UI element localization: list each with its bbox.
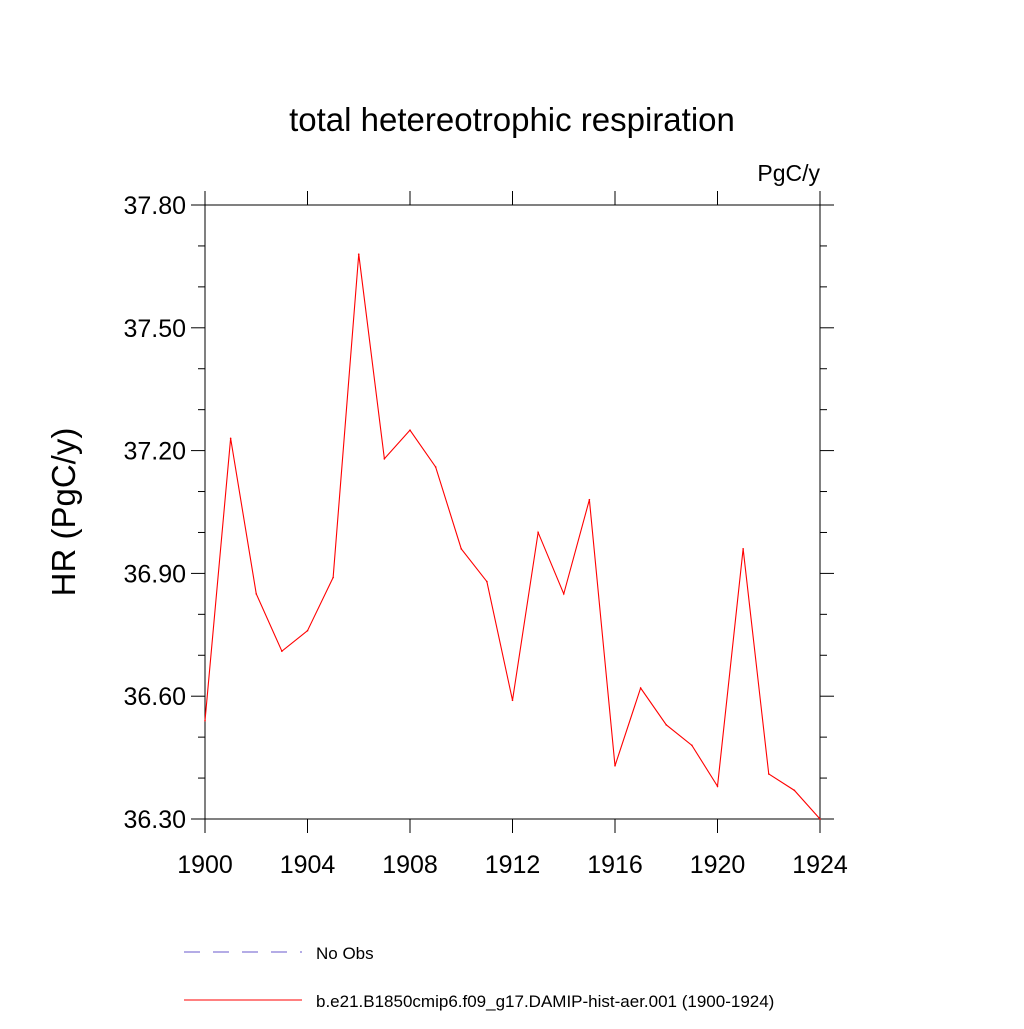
x-tick-label: 1916: [587, 851, 643, 879]
x-tick-label: 1920: [690, 851, 746, 879]
data-point: [691, 744, 693, 747]
data-point: [357, 253, 360, 255]
legend-label: No Obs: [316, 944, 374, 963]
data-point: [332, 576, 334, 579]
data-point: [716, 785, 719, 788]
data-point: [255, 593, 258, 595]
data-point: [819, 818, 821, 820]
data-point: [665, 724, 668, 726]
x-tick-label: 1904: [280, 851, 336, 879]
data-point: [793, 789, 796, 792]
x-tick-label: 1924: [792, 851, 848, 879]
data-point: [742, 548, 744, 550]
data-point: [383, 457, 386, 460]
data-point: [409, 429, 411, 431]
data-point: [486, 580, 488, 583]
chart-title: total hetereotrophic respiration: [289, 101, 735, 138]
data-point: [460, 548, 463, 550]
x-tick-label: 1900: [177, 851, 233, 879]
units-label: PgC/y: [757, 160, 820, 186]
plot-frame: [204, 204, 821, 820]
data-point: [281, 650, 283, 652]
axes: [204, 204, 821, 820]
y-tick-label: 37.80: [123, 192, 186, 220]
ticks: 36.30 36.60 36.90 37.20 37.50 37.80 1900 1904 19…: [123, 191, 848, 879]
legend-label: b.e21.B1850cmip6.f09_g17.DAMIP-hist-aer.…: [316, 992, 774, 1011]
data-point: [204, 719, 206, 722]
legend: No Obs b.e21.B1850cmip6.f09_g17.DAMIP-his…: [184, 944, 774, 1011]
y-axis-label: HR (PgC/y): [45, 428, 82, 597]
series-layer: [204, 253, 821, 820]
data-point: [639, 687, 642, 689]
x-tick-label: 1908: [382, 851, 438, 879]
y-tick-label: 37.20: [123, 438, 186, 466]
data-point: [229, 437, 232, 440]
data-point: [434, 466, 437, 468]
data-point: [562, 593, 565, 595]
data-point: [767, 773, 770, 775]
data-point: [588, 498, 591, 501]
data-point: [614, 764, 616, 767]
y-tick-label: 36.30: [123, 806, 186, 834]
y-tick-label: 36.60: [123, 683, 186, 711]
data-point: [537, 531, 539, 534]
data-point: [306, 629, 309, 632]
y-tick-label: 37.50: [123, 315, 186, 343]
x-tick-label: 1912: [485, 851, 541, 879]
data-point: [511, 699, 514, 702]
y-tick-label: 36.90: [123, 560, 186, 588]
series-line: [204, 254, 821, 820]
